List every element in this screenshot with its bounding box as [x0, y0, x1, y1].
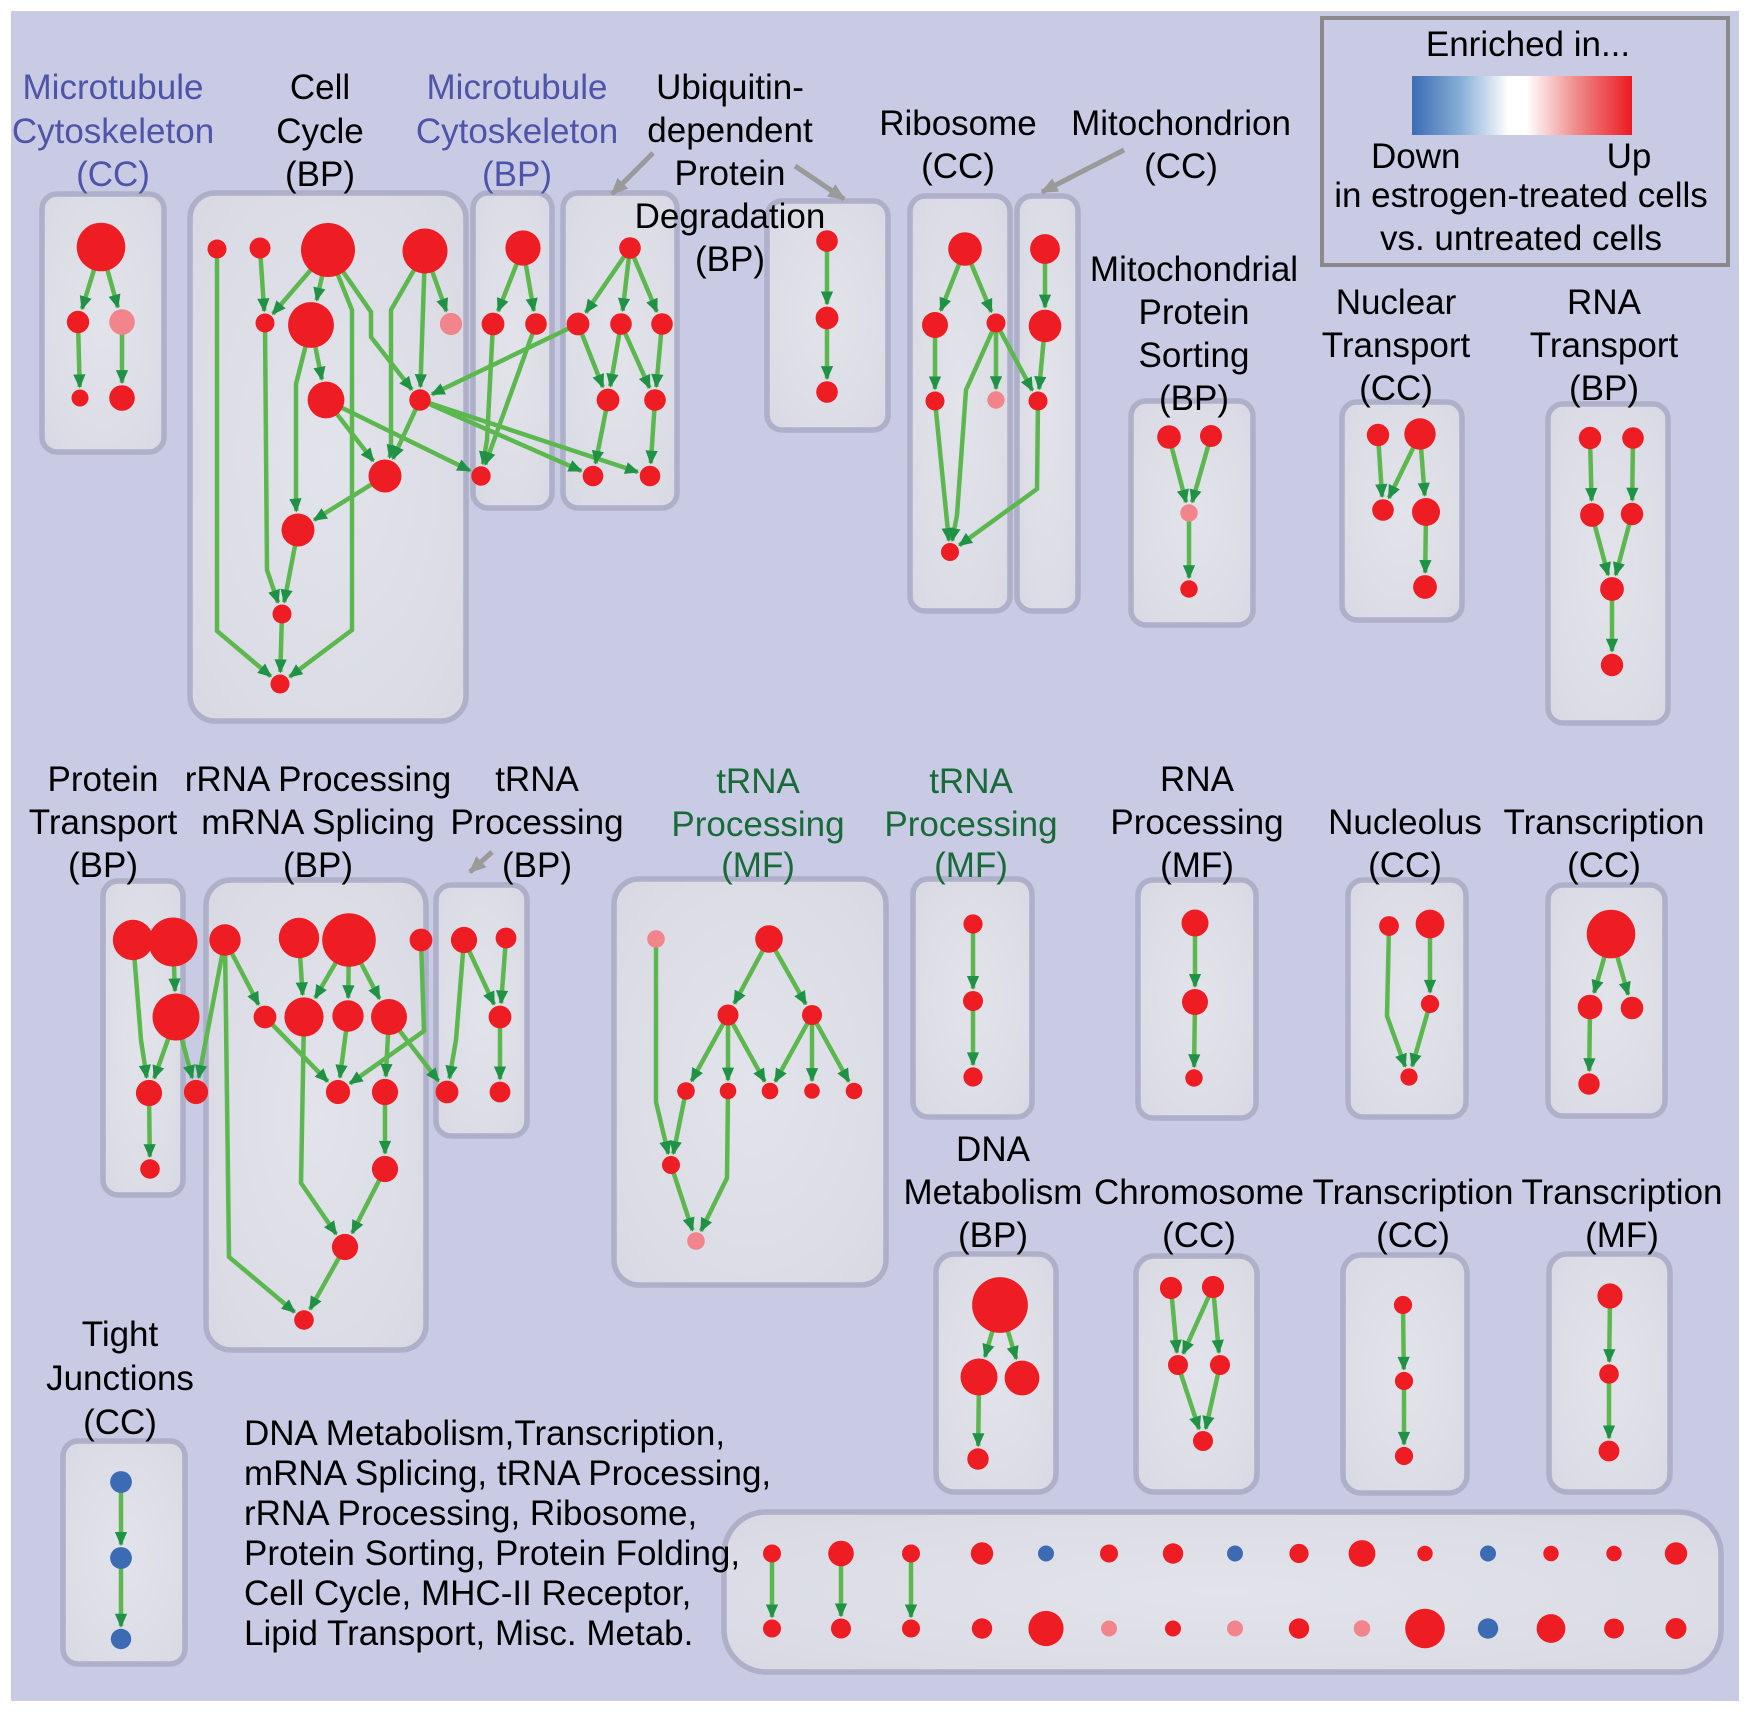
svg-text:Up: Up — [1607, 137, 1652, 176]
svg-text:(BP): (BP) — [68, 846, 138, 885]
svg-text:Protein: Protein — [675, 154, 786, 193]
svg-text:(CC): (CC) — [1376, 1216, 1450, 1255]
svg-text:(CC): (CC) — [1359, 369, 1433, 408]
svg-text:Protein: Protein — [48, 760, 159, 799]
svg-text:Transport: Transport — [1530, 326, 1679, 365]
svg-text:(MF): (MF) — [721, 846, 795, 885]
svg-text:Enriched in...: Enriched in... — [1426, 25, 1630, 64]
svg-text:(BP): (BP) — [283, 846, 353, 885]
svg-text:Processing: Processing — [884, 805, 1057, 844]
svg-text:(MF): (MF) — [1585, 1216, 1659, 1255]
svg-text:(CC): (CC) — [83, 1403, 157, 1442]
svg-text:Nuclear: Nuclear — [1336, 283, 1457, 322]
svg-text:(BP): (BP) — [1159, 379, 1229, 418]
svg-text:rRNA Processing: rRNA Processing — [185, 760, 451, 799]
svg-text:Transport: Transport — [29, 803, 178, 842]
svg-text:(CC): (CC) — [1162, 1216, 1236, 1255]
svg-text:RNA: RNA — [1160, 760, 1235, 799]
svg-text:in estrogen-treated cells: in estrogen-treated cells — [1334, 176, 1708, 215]
svg-text:Chromosome: Chromosome — [1094, 1173, 1304, 1212]
svg-text:Processing: Processing — [1110, 803, 1283, 842]
svg-text:rRNA Processing, Ribosome,: rRNA Processing, Ribosome, — [244, 1494, 697, 1533]
svg-text:Cycle: Cycle — [276, 112, 364, 151]
svg-text:Nucleolus: Nucleolus — [1328, 803, 1482, 842]
svg-text:(BP): (BP) — [958, 1216, 1028, 1255]
svg-text:(BP): (BP) — [1569, 369, 1639, 408]
svg-text:mRNA Splicing: mRNA Splicing — [201, 803, 434, 842]
svg-text:Cytoskeleton: Cytoskeleton — [12, 112, 214, 151]
svg-text:Cell: Cell — [290, 68, 350, 107]
svg-text:Junctions: Junctions — [46, 1359, 194, 1398]
svg-text:Mitochondrion: Mitochondrion — [1071, 104, 1291, 143]
svg-text:(CC): (CC) — [921, 147, 995, 186]
svg-text:Microtubule: Microtubule — [23, 68, 204, 107]
svg-text:Degradation: Degradation — [635, 197, 826, 236]
svg-text:Microtubule: Microtubule — [427, 68, 608, 107]
svg-text:Down: Down — [1371, 137, 1460, 176]
svg-text:Processing: Processing — [450, 803, 623, 842]
svg-text:Transcription: Transcription — [1504, 803, 1705, 842]
svg-text:Transport: Transport — [1322, 326, 1471, 365]
svg-text:(MF): (MF) — [934, 846, 1008, 885]
svg-text:(CC): (CC) — [1368, 846, 1442, 885]
svg-text:(BP): (BP) — [502, 846, 572, 885]
svg-text:vs. untreated cells: vs. untreated cells — [1380, 219, 1662, 258]
svg-text:Protein Sorting, Protein Foldi: Protein Sorting, Protein Folding, — [244, 1534, 740, 1573]
svg-text:tRNA: tRNA — [495, 760, 579, 799]
svg-text:mRNA Splicing, tRNA Processing: mRNA Splicing, tRNA Processing, — [244, 1454, 771, 1493]
svg-text:Metabolism: Metabolism — [904, 1173, 1083, 1212]
svg-text:Transcription: Transcription — [1313, 1173, 1514, 1212]
svg-text:dependent: dependent — [647, 111, 813, 150]
svg-text:Sorting: Sorting — [1139, 336, 1250, 375]
svg-text:DNA: DNA — [956, 1130, 1031, 1169]
svg-text:Cytoskeleton: Cytoskeleton — [416, 112, 618, 151]
svg-text:(BP): (BP) — [482, 155, 552, 194]
svg-text:(CC): (CC) — [76, 155, 150, 194]
svg-text:Processing: Processing — [671, 805, 844, 844]
svg-text:(CC): (CC) — [1144, 147, 1218, 186]
svg-text:(CC): (CC) — [1567, 846, 1641, 885]
svg-text:Lipid Transport, Misc. Metab.: Lipid Transport, Misc. Metab. — [244, 1614, 693, 1653]
svg-text:Cell Cycle, MHC-II Receptor,: Cell Cycle, MHC-II Receptor, — [244, 1574, 691, 1613]
svg-text:Ribosome: Ribosome — [879, 104, 1037, 143]
svg-text:Transcription: Transcription — [1522, 1173, 1723, 1212]
svg-text:tRNA: tRNA — [716, 762, 800, 801]
svg-text:(MF): (MF) — [1160, 846, 1234, 885]
svg-text:Mitochondrial: Mitochondrial — [1090, 250, 1298, 289]
svg-text:tRNA: tRNA — [929, 762, 1013, 801]
svg-text:(BP): (BP) — [285, 155, 355, 194]
svg-text:Protein: Protein — [1139, 293, 1250, 332]
svg-text:(BP): (BP) — [695, 240, 765, 279]
svg-text:DNA Metabolism,Transcription,: DNA Metabolism,Transcription, — [244, 1414, 725, 1453]
svg-text:RNA: RNA — [1567, 283, 1642, 322]
svg-text:Tight: Tight — [82, 1315, 159, 1354]
svg-text:Ubiquitin-: Ubiquitin- — [656, 68, 804, 107]
